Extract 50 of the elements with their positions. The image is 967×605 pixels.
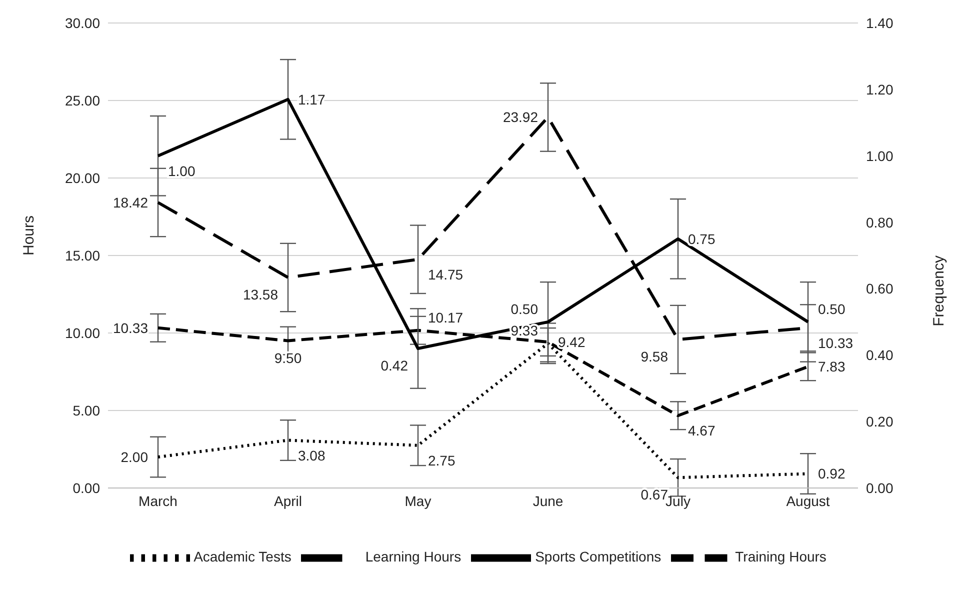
x-tick-label: July	[666, 492, 690, 509]
y-tick-label: 10.00	[64, 324, 100, 341]
y2-tick-label: 0.20	[866, 414, 894, 430]
data-label: 2.75	[428, 452, 456, 468]
x-tick-label: April	[274, 492, 302, 509]
data-label: 23.92	[502, 109, 538, 126]
legend-label: Learning Hours	[365, 548, 462, 565]
data-label: 0.92	[818, 466, 846, 482]
data-label: 9.58	[640, 348, 668, 365]
data-label: 1.00	[168, 162, 196, 179]
data-label: 0.67	[640, 486, 668, 503]
x-tick-label: June	[532, 492, 564, 509]
data-label: 10.17	[428, 309, 464, 326]
data-label: 13.58	[242, 286, 278, 303]
data-label: 0.50	[510, 300, 538, 317]
x-tick-label: March	[138, 492, 178, 509]
data-label: 9.42	[558, 334, 586, 350]
data-label: 18.42	[112, 194, 148, 210]
y2-tick-label: 0.40	[866, 347, 894, 364]
y-axis-title: Hours	[20, 215, 38, 256]
y2-tick-label: 1.40	[866, 14, 894, 31]
y2-tick-label: 1.00	[866, 148, 894, 164]
y-tick-label: 15.00	[64, 247, 100, 264]
data-label: 0.50	[818, 300, 846, 317]
data-label: 14.75	[428, 266, 464, 282]
legend-label: Training Hours	[735, 548, 826, 565]
data-label: 4.67	[688, 422, 716, 439]
data-label: 10.33	[818, 334, 854, 351]
y2-tick-label: 1.20	[866, 81, 894, 98]
data-label: 3.08	[298, 447, 326, 464]
legend-label: Sports Competitions	[535, 548, 662, 565]
data-label: 2.00	[120, 449, 148, 465]
y-tick-label: 5.00	[72, 402, 100, 418]
data-label: 7.83	[818, 358, 846, 375]
data-label: 0.42	[380, 358, 408, 374]
y-tick-label: 30.00	[64, 14, 100, 31]
data-label: 0.75	[688, 230, 716, 247]
y2-tick-label: 0.00	[866, 480, 894, 496]
y2-tick-label: 0.60	[866, 280, 894, 297]
data-label: 10.33	[112, 320, 148, 336]
y-tick-label: 0.00	[72, 480, 100, 496]
y-tick-label: 25.00	[64, 92, 100, 108]
y2-tick-label: 0.80	[866, 214, 894, 230]
y2-axis-title: Frequency	[930, 255, 948, 326]
x-tick-label: May	[404, 492, 432, 509]
y-tick-label: 20.00	[64, 170, 100, 186]
x-tick-label: August	[786, 492, 830, 509]
data-label: 1.17	[298, 91, 326, 108]
data-label: 9.33	[510, 322, 538, 338]
legend-label: Academic Tests	[194, 548, 292, 565]
